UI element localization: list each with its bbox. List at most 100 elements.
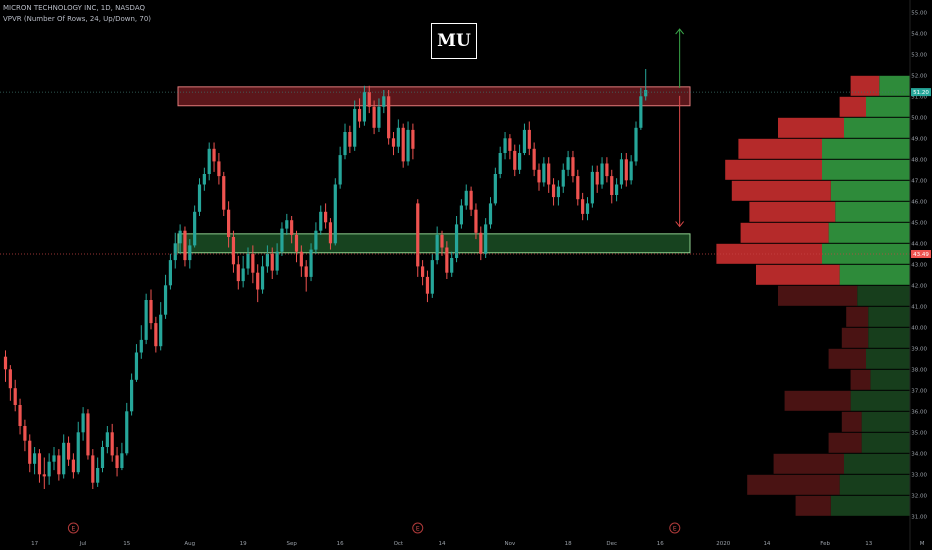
- x-tick-label: 13: [865, 541, 872, 547]
- x-tick-label: 17: [31, 541, 38, 547]
- candle-body: [551, 184, 556, 198]
- x-tick-label: Jul: [79, 541, 87, 547]
- candle-body: [159, 314, 163, 347]
- projection-up-arrowhead: [675, 28, 685, 35]
- candle-body: [47, 461, 51, 477]
- candle-body: [639, 96, 643, 128]
- candle-body: [149, 300, 153, 324]
- candle-body: [42, 474, 46, 477]
- volume-profile-up-bar: [850, 390, 910, 411]
- volume-profile-down-bar: [846, 306, 869, 327]
- candle-body: [362, 92, 366, 122]
- candle-body: [183, 230, 187, 261]
- candle-body: [484, 224, 488, 254]
- candle-body: [537, 169, 541, 183]
- y-tick-label: 48.00: [911, 157, 927, 163]
- candle-body: [348, 132, 352, 147]
- volume-profile-down-bar: [828, 432, 862, 453]
- candle-body: [547, 163, 551, 185]
- candle-body: [353, 108, 357, 147]
- candle-body: [421, 266, 425, 277]
- volume-profile-down-bar: [756, 264, 840, 285]
- volume-profile-down-bar: [795, 495, 831, 516]
- candle-body: [644, 90, 648, 97]
- earnings-marker[interactable]: [412, 522, 424, 534]
- candle-body: [96, 468, 100, 483]
- candle-body: [319, 211, 323, 231]
- candle-body: [227, 209, 231, 237]
- y-tick-label: 55.00: [911, 10, 927, 16]
- candle-body: [13, 388, 17, 405]
- x-tick-label: Oct: [394, 541, 404, 547]
- x-tick-label: M: [920, 541, 925, 547]
- candle-body: [430, 260, 434, 294]
- candle-body: [498, 153, 502, 174]
- earnings-marker-label: E: [416, 526, 420, 533]
- candle-body: [459, 205, 463, 225]
- volume-profile-up-bar: [822, 159, 910, 180]
- candle-body: [585, 203, 590, 214]
- volume-profile-up-bar: [866, 348, 910, 369]
- candle-body: [18, 405, 22, 426]
- candle-body: [260, 266, 265, 290]
- y-tick-label: 37.00: [911, 388, 927, 394]
- candle-body: [338, 155, 342, 185]
- volume-profile-up-bar: [844, 453, 910, 474]
- candle-body: [144, 300, 148, 340]
- candle-body: [207, 148, 211, 174]
- candle-body: [193, 211, 197, 246]
- x-tick-label: Sep: [286, 541, 297, 547]
- x-tick-label: 14: [763, 541, 770, 547]
- candle-body: [590, 171, 594, 204]
- candle-body: [576, 176, 580, 200]
- indicator-legend[interactable]: VPVR (Number Of Rows, 24, Up/Down, 70): [3, 15, 152, 23]
- volume-profile-up-bar: [857, 285, 910, 306]
- candle-body: [139, 339, 143, 353]
- earnings-marker[interactable]: [669, 522, 681, 534]
- volume-profile-down-bar: [828, 348, 866, 369]
- candle-body: [522, 129, 527, 153]
- candle-body: [324, 211, 328, 223]
- candle-body: [251, 253, 255, 273]
- support-zone: [177, 233, 691, 254]
- earnings-marker[interactable]: [67, 522, 79, 534]
- x-tick-label: 15: [123, 541, 130, 547]
- candle-body: [527, 129, 531, 149]
- y-tick-label: 53.00: [911, 52, 927, 58]
- volume-profile-up-bar: [868, 306, 910, 327]
- candle-body: [197, 184, 202, 212]
- candle-body: [610, 176, 614, 195]
- earnings-marker-label: E: [673, 526, 677, 533]
- candle-body: [493, 174, 497, 204]
- candle-body: [508, 138, 512, 151]
- x-tick-label: Feb: [820, 541, 830, 547]
- candle-body: [450, 258, 454, 273]
- candle-body: [134, 352, 139, 380]
- candle-body: [634, 127, 638, 162]
- candle-body: [120, 453, 124, 468]
- volume-profile-down-bar: [850, 75, 880, 96]
- candle-body: [488, 203, 493, 225]
- candle-body: [28, 440, 32, 464]
- volume-profile-down-bar: [740, 222, 829, 243]
- candle-body: [615, 184, 619, 195]
- candle-body: [76, 432, 80, 473]
- candle-body: [8, 369, 12, 389]
- secondary-price-label-bg: [911, 250, 931, 259]
- y-tick-label: 54.00: [911, 31, 927, 37]
- candle-body: [542, 163, 546, 183]
- candle-body: [71, 459, 75, 473]
- candle-body: [33, 453, 37, 464]
- candle-body: [270, 253, 274, 271]
- earnings-marker-label: E: [72, 526, 76, 533]
- resistance-zone: [177, 86, 691, 107]
- candle-body: [605, 163, 609, 177]
- volume-profile-down-bar: [749, 201, 836, 222]
- last-price-label-bg: [911, 88, 931, 97]
- candle-body: [556, 186, 560, 198]
- y-tick-label: 46.00: [911, 199, 927, 205]
- y-tick-label: 47.00: [911, 178, 927, 184]
- x-tick-label: Nov: [505, 541, 516, 547]
- candle-body: [81, 413, 85, 433]
